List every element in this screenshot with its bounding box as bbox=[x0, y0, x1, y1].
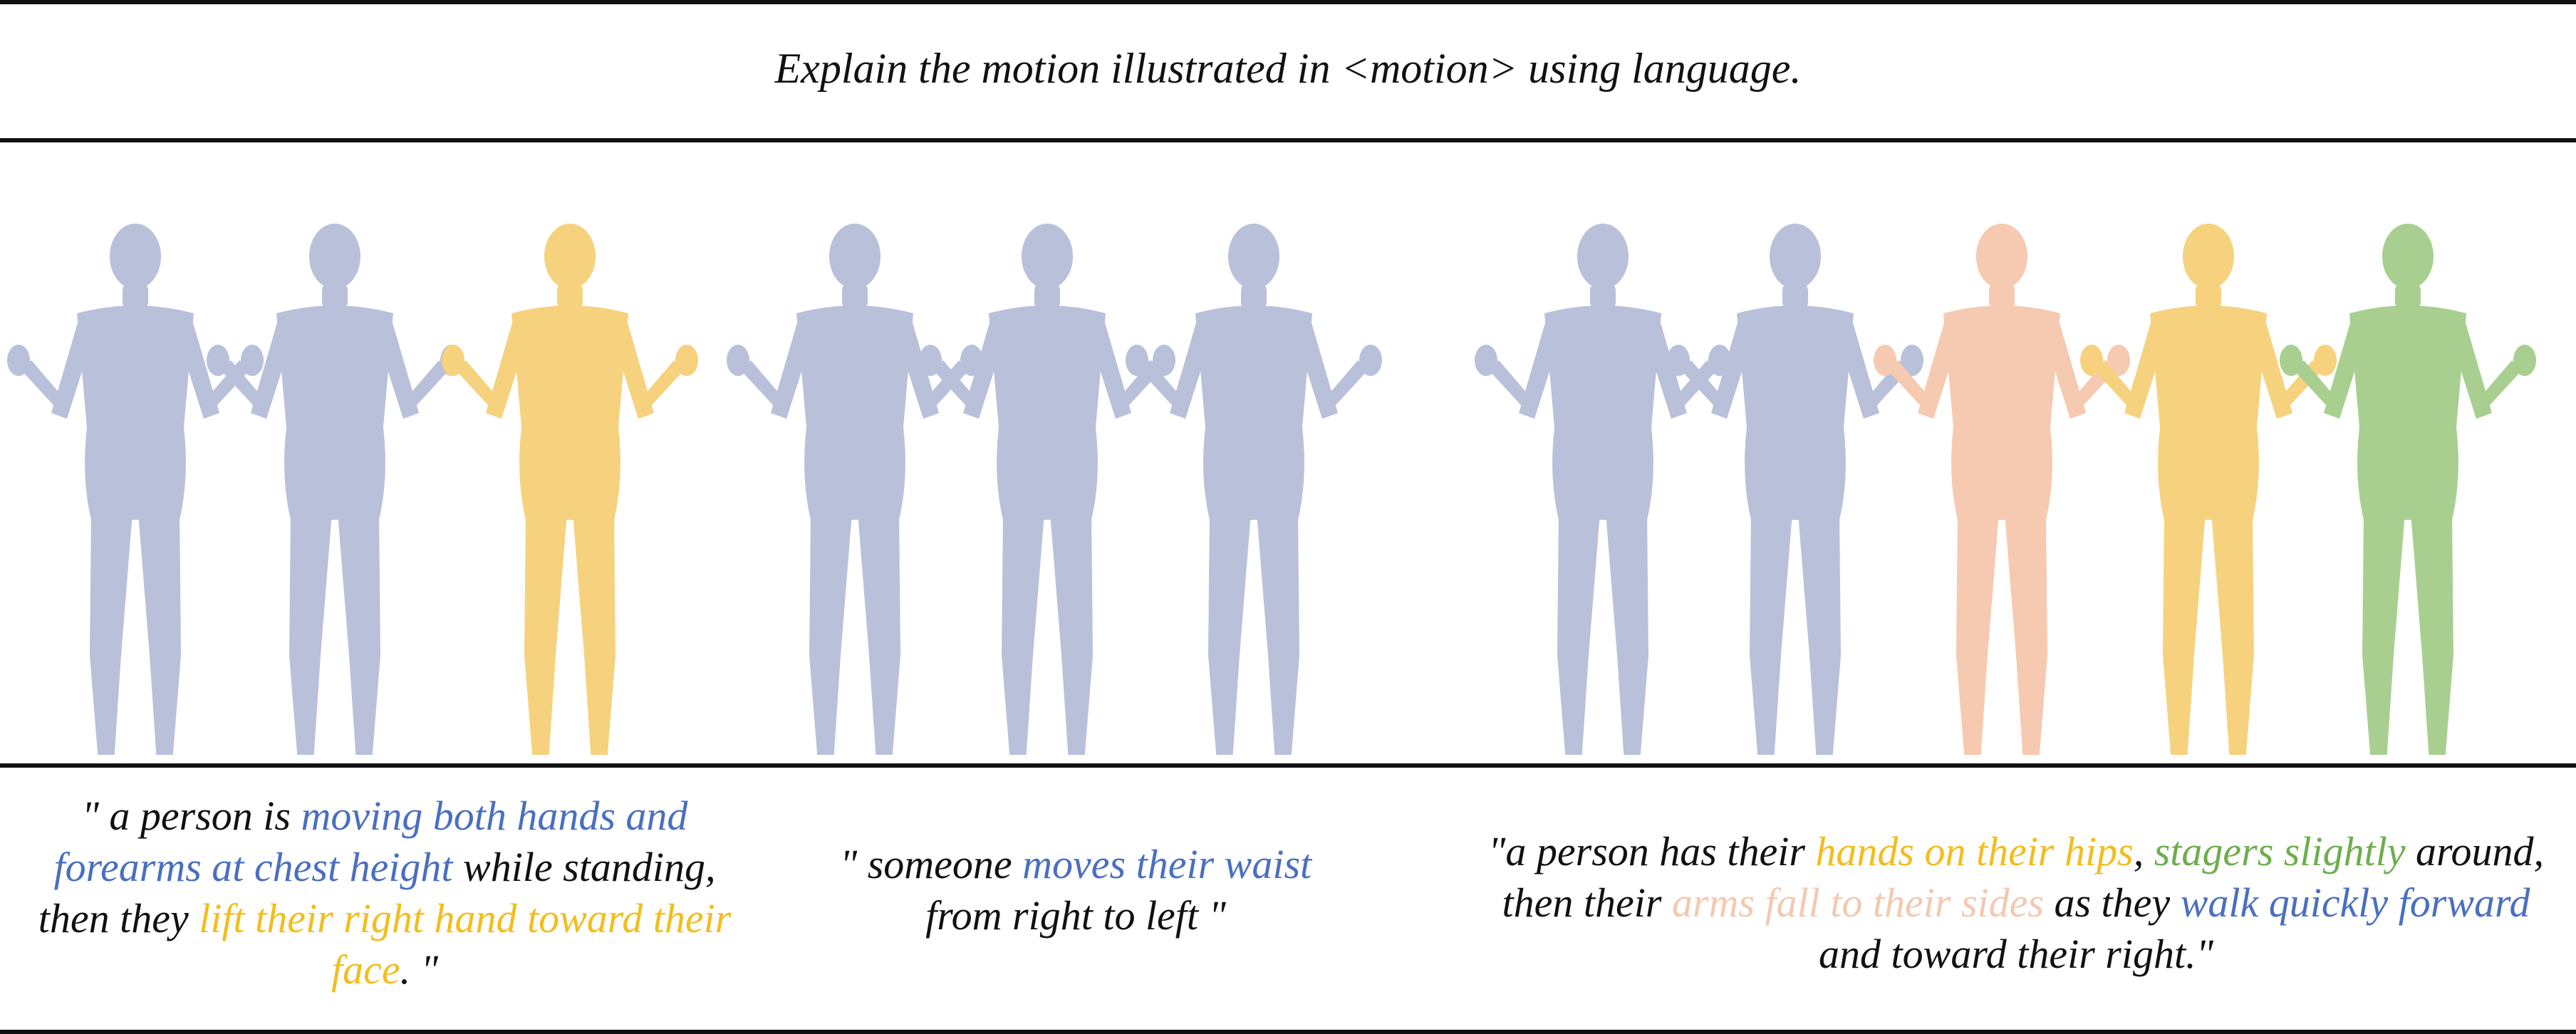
human-figure bbox=[1667, 224, 1923, 755]
caption-segment: stagers slightly bbox=[2154, 828, 2406, 874]
human-figure bbox=[207, 224, 463, 755]
caption-segment: " a person is bbox=[81, 793, 301, 839]
motion-figures bbox=[7, 224, 2536, 755]
prompt-divider bbox=[0, 138, 2576, 142]
human-figure bbox=[919, 224, 1175, 755]
caption-segment: walk quickly forward bbox=[2180, 879, 2530, 926]
human-figure bbox=[7, 224, 264, 755]
caption-segment: "a person has their bbox=[1488, 828, 1816, 874]
human-figure bbox=[442, 224, 698, 755]
human-figure bbox=[1126, 224, 1382, 755]
prompt-text: Explain the motion illustrated in <motio… bbox=[774, 45, 1802, 92]
human-figure bbox=[1475, 224, 1731, 755]
caption-segment: . " bbox=[400, 946, 438, 993]
top-rule bbox=[0, 0, 2576, 4]
caption-segment: while standing, then they bbox=[38, 844, 716, 941]
caption-segment: moves their waist bbox=[1022, 841, 1312, 887]
caption-group-3: "a person has their hands on their hips,… bbox=[1482, 826, 2550, 980]
caption-segment: , bbox=[2133, 828, 2154, 874]
caption-segment: as they bbox=[2043, 879, 2181, 926]
caption-segment: hands on their hips bbox=[1815, 828, 2134, 874]
caption-segment: and toward their right." bbox=[1819, 931, 2213, 977]
caption-segment: " someone bbox=[839, 841, 1023, 887]
caption-segment: from right to left " bbox=[925, 892, 1226, 939]
caption-segment: arms fall to their sides bbox=[1671, 879, 2044, 926]
caption-divider bbox=[0, 763, 2576, 768]
human-figure bbox=[2080, 224, 2337, 755]
bottom-rule bbox=[0, 1030, 2576, 1034]
caption-group-1: " a person is moving both hands and fore… bbox=[28, 790, 741, 996]
caption-group-2: " someone moves their waist from right t… bbox=[833, 839, 1318, 941]
human-figure bbox=[727, 224, 983, 755]
human-figure bbox=[1874, 224, 2130, 755]
human-figure bbox=[2280, 224, 2536, 755]
caption-segment: lift their right hand toward their face bbox=[199, 895, 732, 993]
caption-segment: around, then their bbox=[1502, 828, 2544, 926]
caption-segment: moving both hands and forearms at chest … bbox=[53, 793, 688, 890]
